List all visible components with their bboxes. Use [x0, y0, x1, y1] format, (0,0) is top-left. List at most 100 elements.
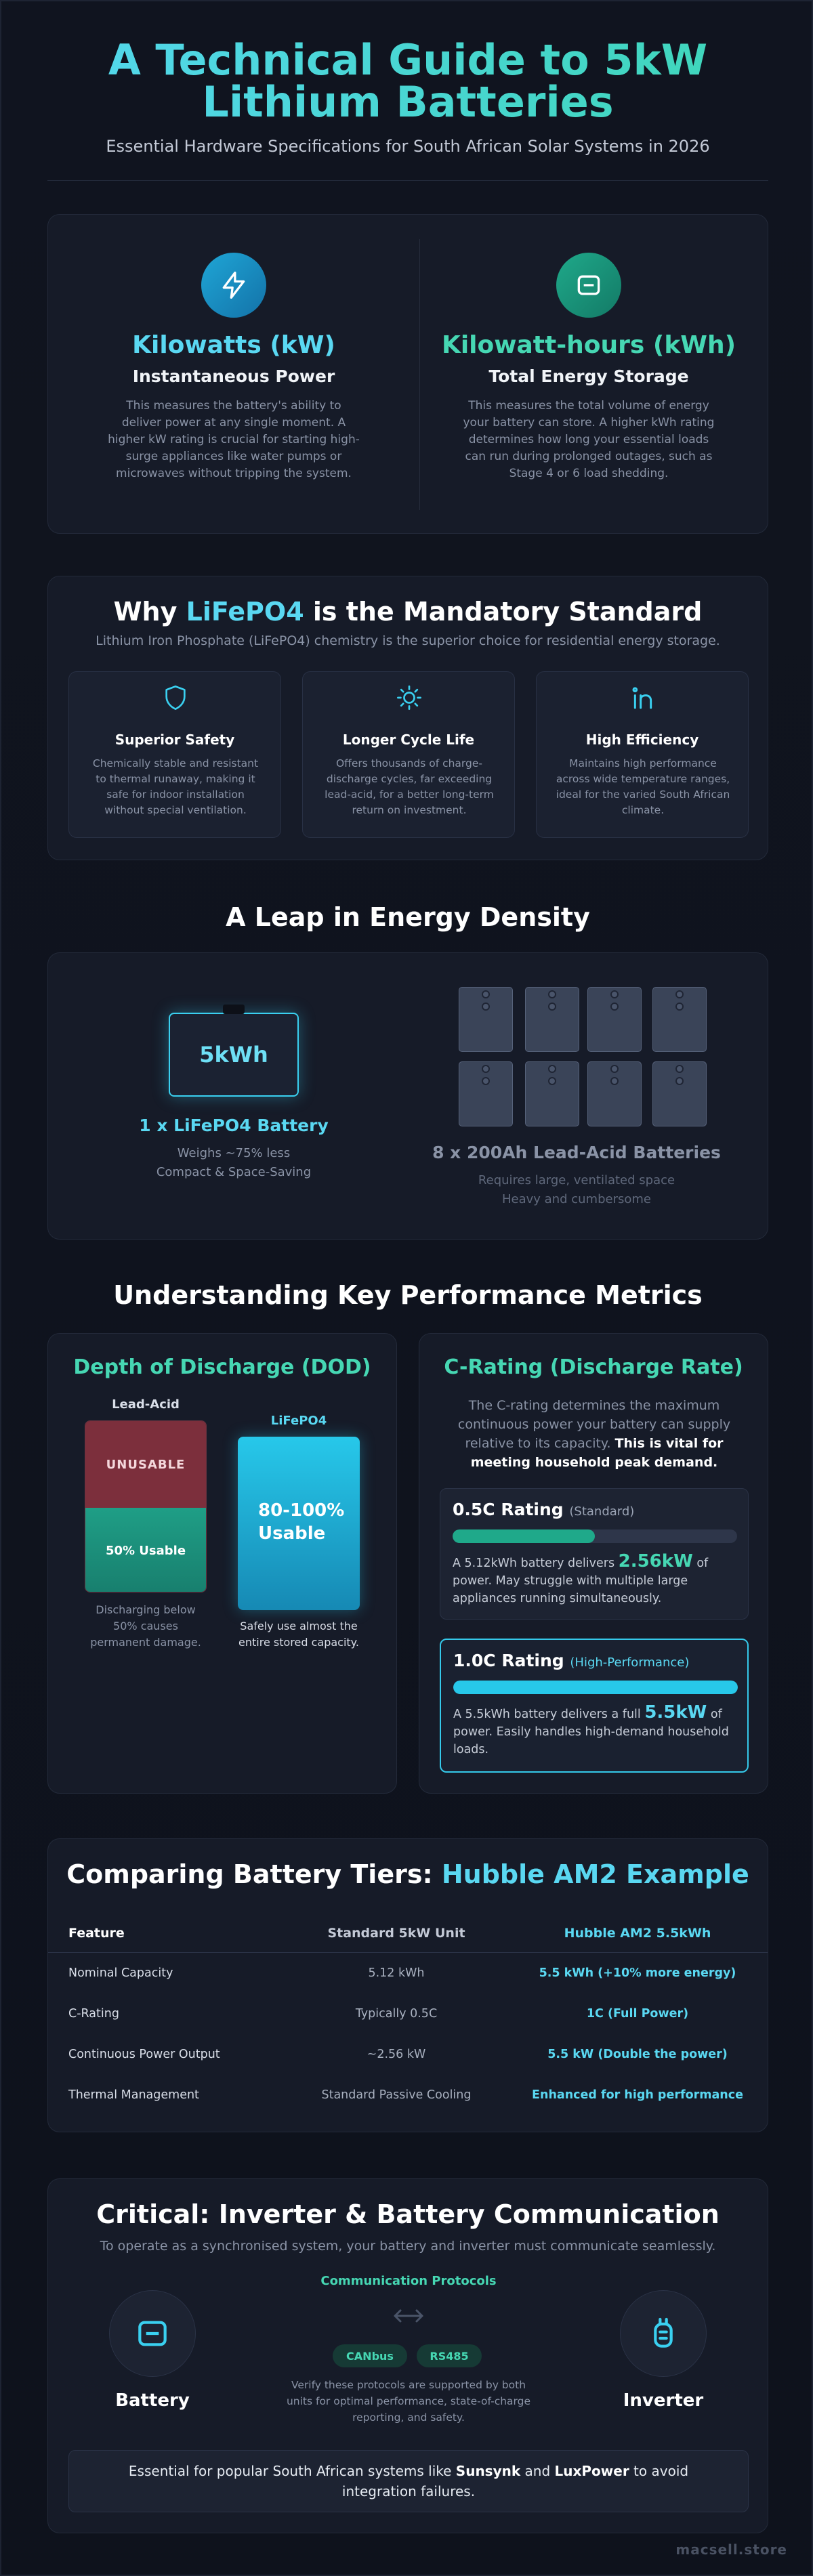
feature-efficiency-title: High Efficiency: [585, 732, 699, 748]
table-cell-feature: C-Rating: [68, 2007, 119, 2021]
table-row: C-Rating Typically 0.5C 1C (Full Power): [48, 1995, 768, 2037]
lead-acid-battery: [525, 1061, 579, 1126]
title-line-2: Lithium Batteries: [1, 81, 813, 123]
rate-standard-value: 2.56kW: [618, 1551, 693, 1571]
inverter-icon: [654, 2317, 673, 2348]
lead-acid-battery: [459, 987, 513, 1052]
note-brand-luxpower: LuxPower: [554, 2463, 629, 2479]
protocols-title: Communication Protocols: [320, 2274, 497, 2288]
battery-icon: [556, 253, 621, 318]
rate-high-heading: 1.0C Rating (High-Performance): [453, 1651, 689, 1670]
kwh-title: Kilowatt-hours (kWh): [441, 331, 736, 359]
battery-label: Battery: [115, 2390, 190, 2411]
rate-high-box: 1.0C Rating (High-Performance) A 5.5kWh …: [440, 1639, 749, 1773]
title-line-1: A Technical Guide to 5kW: [1, 39, 813, 81]
kwh-description: This measures the total volume of energy…: [463, 399, 715, 480]
lightning-icon: [201, 253, 266, 318]
lithium-title: 1 x LiFePO4 Battery: [139, 1116, 329, 1135]
table-cell-standard: ~2.56 kW: [367, 2048, 426, 2061]
crating-title: C-Rating (Discharge Rate): [444, 1355, 743, 1379]
dod-lfp-caption: Safely use almost the entire stored capa…: [238, 1620, 359, 1649]
inverter-label: Inverter: [623, 2390, 704, 2411]
inverter-circle: [620, 2290, 707, 2377]
table-cell-standard: Standard Passive Cooling: [321, 2088, 472, 2102]
table-header-standard: Standard 5kW Unit: [327, 1926, 465, 1941]
dod-lead-unusable: UNUSABLE: [85, 1421, 206, 1508]
density-title: A Leap in Energy Density: [226, 902, 590, 932]
rate-standard-text: A 5.12kWh battery delivers 2.56kW of pow…: [453, 1553, 737, 1607]
lead-acid-battery: [652, 987, 707, 1052]
note-brand-sunsynk: Sunsynk: [455, 2463, 521, 2479]
units-divider: [419, 239, 420, 510]
feature-efficiency-description: Maintains high performance across wide t…: [556, 757, 730, 816]
dod-lead-label: Lead-Acid: [112, 1397, 180, 1412]
rate-standard-box: 0.5C Rating (Standard) A 5.12kWh battery…: [440, 1488, 749, 1620]
table-row: Thermal Management Standard Passive Cool…: [48, 2076, 768, 2118]
rate-high-text: A 5.5kWh battery delivers a full 5.5kW o…: [453, 1704, 738, 1758]
protocols-description: Verify these protocols are supported by …: [286, 2379, 531, 2424]
comparison-title-pre: Comparing Battery Tiers:: [66, 1859, 442, 1889]
rate-high-name: 1.0C Rating: [453, 1651, 564, 1670]
table-cell-standard: Typically 0.5C: [355, 2007, 438, 2021]
lead-acid-battery: [525, 987, 579, 1052]
page-title: A Technical Guide to 5kW Lithium Batteri…: [1, 39, 813, 123]
metrics-title: Understanding Key Performance Metrics: [113, 1280, 703, 1310]
protocol-rs485: RS485: [417, 2344, 482, 2367]
note-post: to avoid integration failures.: [341, 2463, 689, 2499]
rate-standard-bar: [453, 1529, 737, 1543]
feature-safety-description: Chemically stable and resistant to therm…: [92, 757, 259, 816]
crating-card: C-Rating (Discharge Rate) The C-rating d…: [419, 1333, 768, 1794]
kw-title: Kilowatts (kW): [132, 331, 335, 359]
table-cell-hubble: 1C (Full Power): [586, 2007, 689, 2021]
lead-acid-battery: [587, 1061, 642, 1126]
crating-desc-text: The C-rating determines the maximum cont…: [457, 1398, 731, 1451]
lead-acid-description: Requires large, ventilated space Heavy a…: [428, 1171, 726, 1209]
table-header: Feature Standard 5kW Unit Hubble AM2 5.5…: [48, 1914, 768, 1953]
crating-desc-bold: This is vital for meeting household peak…: [470, 1436, 724, 1470]
note-pre: Essential for popular South African syst…: [128, 2463, 456, 2479]
table-cell-hubble: Enhanced for high performance: [532, 2088, 743, 2102]
lifepo4-title: Why LiFePO4 is the Mandatory Standard: [48, 597, 768, 627]
dod-lfp-label: LiFePO4: [270, 1414, 327, 1428]
dod-lfp-usable-line-2: Usable: [258, 1523, 326, 1544]
table-header-feature: Feature: [68, 1926, 125, 1941]
kw-subtitle: Instantaneous Power: [132, 366, 335, 386]
table-cell-feature: Thermal Management: [68, 2088, 199, 2102]
footer-site[interactable]: macsell.store: [675, 2541, 787, 2558]
page-subtitle: Essential Hardware Specifications for So…: [106, 137, 710, 156]
dod-lfp-usable: 80-100% Usable: [258, 1499, 353, 1545]
lead-acid-battery: [459, 1061, 513, 1126]
lithium-description: Weighs ~75% less Compact & Space-Saving: [102, 1144, 365, 1182]
dod-title: Depth of Discharge (DOD): [73, 1355, 371, 1379]
header-divider: [47, 180, 768, 181]
lithium-battery-graphic: 5kWh: [169, 1013, 299, 1097]
sun-icon: [396, 684, 423, 711]
comparison-title: Comparing Battery Tiers: Hubble AM2 Exam…: [48, 1859, 768, 1889]
density-card: 5kWh 1 x LiFePO4 Battery Weighs ~75% les…: [47, 952, 768, 1240]
rate-high-tag: (High-Performance): [570, 1655, 690, 1670]
chart-icon: [629, 684, 656, 711]
protocol-canbus: CANbus: [333, 2344, 407, 2367]
communication-title: Critical: Inverter & Battery Communicati…: [96, 2199, 720, 2229]
crating-description: The C-rating determines the maximum cont…: [446, 1396, 742, 1472]
rate-high-value: 5.5kW: [644, 1702, 707, 1723]
feature-cycle-life: Longer Cycle Life Offers thousands of ch…: [302, 671, 515, 838]
rate-standard-heading: 0.5C Rating (Standard): [453, 1500, 634, 1519]
rate-high-bar: [453, 1681, 738, 1694]
note-mid: and: [520, 2463, 555, 2479]
lead-acid-battery: [652, 1061, 707, 1126]
battery-icon: [138, 2321, 167, 2346]
kwh-subtitle: Total Energy Storage: [488, 366, 689, 386]
feature-cycle-title: Longer Cycle Life: [342, 732, 475, 748]
rate-high-pre: A 5.5kWh battery delivers a full: [453, 1708, 645, 1721]
lead-acid-title: 8 x 200Ah Lead-Acid Batteries: [432, 1143, 721, 1162]
lifepo4-card: Why LiFePO4 is the Mandatory Standard Li…: [47, 576, 768, 860]
dod-lfp-usable-line-1: 80-100%: [258, 1500, 345, 1521]
comparison-card: Comparing Battery Tiers: Hubble AM2 Exam…: [47, 1838, 768, 2132]
table-cell-feature: Nominal Capacity: [68, 1966, 173, 1980]
rate-standard-fill: [453, 1529, 595, 1543]
integration-note: Essential for popular South African syst…: [68, 2450, 749, 2512]
table-cell-hubble: 5.5 kWh (+10% more energy): [539, 1966, 736, 1980]
lifepo4-title-pre: Why: [113, 597, 186, 627]
